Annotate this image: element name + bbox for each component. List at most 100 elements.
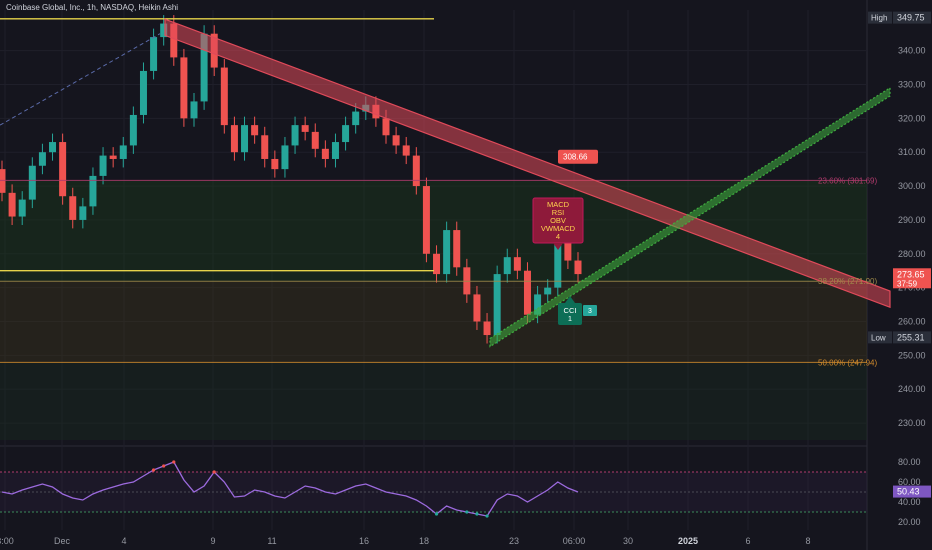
low-value-bg xyxy=(893,331,931,344)
candle[interactable] xyxy=(422,186,430,254)
rsi-extreme-point xyxy=(151,468,156,472)
rsi-tick-label: 80.00 xyxy=(898,457,921,467)
candle[interactable] xyxy=(544,287,552,295)
high-value-bg xyxy=(893,11,931,24)
candle[interactable] xyxy=(251,125,259,136)
candle[interactable] xyxy=(79,206,87,220)
x-tick-label: 18 xyxy=(419,536,429,546)
bear-signal-line: 4 xyxy=(556,232,560,241)
low-tag-bg xyxy=(868,331,892,344)
candle[interactable] xyxy=(503,257,511,275)
rsi-tick-label: 60.00 xyxy=(898,477,921,487)
target-label-text: 308.66 xyxy=(563,153,588,162)
bull-signal-line: 1 xyxy=(568,314,572,323)
candle[interactable] xyxy=(453,230,461,268)
rsi-tick-label: 20.00 xyxy=(898,517,921,527)
candle[interactable] xyxy=(301,125,309,132)
candle[interactable] xyxy=(513,257,521,271)
last-price-value: 273.65 xyxy=(897,269,925,279)
candle[interactable] xyxy=(99,155,107,176)
candle[interactable] xyxy=(261,135,269,159)
candle[interactable] xyxy=(443,230,451,275)
price-tick-label: 290.00 xyxy=(898,215,926,225)
candle[interactable] xyxy=(331,142,339,159)
candle[interactable] xyxy=(342,125,350,143)
bear-signal-line: RSI xyxy=(552,208,565,217)
candle[interactable] xyxy=(321,148,329,159)
rsi-extreme-point xyxy=(212,470,216,474)
price-tick-label: 320.00 xyxy=(898,113,926,123)
fib-label: 23.60% (301.69) xyxy=(818,176,877,185)
candle[interactable] xyxy=(160,23,168,38)
candle[interactable] xyxy=(523,270,531,315)
price-tick-label: 300.00 xyxy=(898,181,926,191)
candle[interactable] xyxy=(0,169,6,193)
x-tick-label: 3:00 xyxy=(0,536,14,546)
x-tick-label: 23 xyxy=(509,536,519,546)
candle[interactable] xyxy=(483,321,491,336)
x-tick-label: 06:00 xyxy=(563,536,586,546)
candle[interactable] xyxy=(180,57,188,119)
candle[interactable] xyxy=(220,67,228,126)
x-tick-label: 9 xyxy=(210,536,215,546)
candle[interactable] xyxy=(8,192,16,217)
candle[interactable] xyxy=(574,260,582,275)
price-tick-label: 330.00 xyxy=(898,79,926,89)
high-value: 349.75 xyxy=(897,13,925,23)
candle[interactable] xyxy=(291,125,299,146)
price-tick-label: 230.00 xyxy=(898,418,926,428)
rsi-extreme-point xyxy=(172,460,176,464)
candle[interactable] xyxy=(402,145,410,156)
low-value: 255.31 xyxy=(897,332,925,342)
candle[interactable] xyxy=(69,196,77,220)
candle[interactable] xyxy=(170,23,178,58)
candle[interactable] xyxy=(38,152,46,166)
rsi-extreme-point xyxy=(465,510,469,514)
candle[interactable] xyxy=(59,142,67,197)
candle[interactable] xyxy=(352,111,360,126)
candle[interactable] xyxy=(190,101,198,119)
dashed-trend-line xyxy=(0,33,161,126)
candle[interactable] xyxy=(554,240,562,288)
candle[interactable] xyxy=(28,165,36,200)
high-tag-bg xyxy=(868,11,892,24)
candle[interactable] xyxy=(109,155,117,159)
candle[interactable] xyxy=(49,142,57,153)
candle[interactable] xyxy=(281,145,289,170)
candle[interactable] xyxy=(311,131,319,149)
candle[interactable] xyxy=(564,240,572,261)
price-tick-label: 280.00 xyxy=(898,249,926,259)
target-label-bg xyxy=(558,149,598,164)
high-tag-label: High xyxy=(871,14,887,23)
candle[interactable] xyxy=(200,33,208,102)
low-tag-label: Low xyxy=(871,333,886,342)
candle[interactable] xyxy=(18,199,26,217)
candle[interactable] xyxy=(534,294,542,315)
candle[interactable] xyxy=(433,253,441,275)
candle[interactable] xyxy=(119,145,127,159)
x-tick-label: 30 xyxy=(623,536,633,546)
x-tick-label: 2025 xyxy=(678,536,698,546)
candle[interactable] xyxy=(129,114,137,146)
candle[interactable] xyxy=(412,155,420,187)
bull-signal-side: 3 xyxy=(588,308,592,315)
candle[interactable] xyxy=(493,274,501,336)
candle[interactable] xyxy=(139,70,147,115)
bear-signal-line: OBV xyxy=(550,216,566,225)
candle[interactable] xyxy=(230,125,238,153)
bear-signal-line: MACD xyxy=(547,200,570,209)
candle[interactable] xyxy=(382,118,390,136)
price-tick-label: 240.00 xyxy=(898,384,926,394)
candle[interactable] xyxy=(241,125,249,153)
price-tick-label: 310.00 xyxy=(898,147,926,157)
candle[interactable] xyxy=(473,294,481,322)
bull-signal-pointer xyxy=(565,296,575,303)
descending-channel xyxy=(164,18,891,309)
candle[interactable] xyxy=(150,37,158,71)
candle[interactable] xyxy=(89,175,97,207)
rsi-current-value: 50.43 xyxy=(897,487,920,497)
candle[interactable] xyxy=(392,135,400,146)
candle[interactable] xyxy=(271,158,279,170)
last-price-countdown: 37:59 xyxy=(897,279,918,288)
